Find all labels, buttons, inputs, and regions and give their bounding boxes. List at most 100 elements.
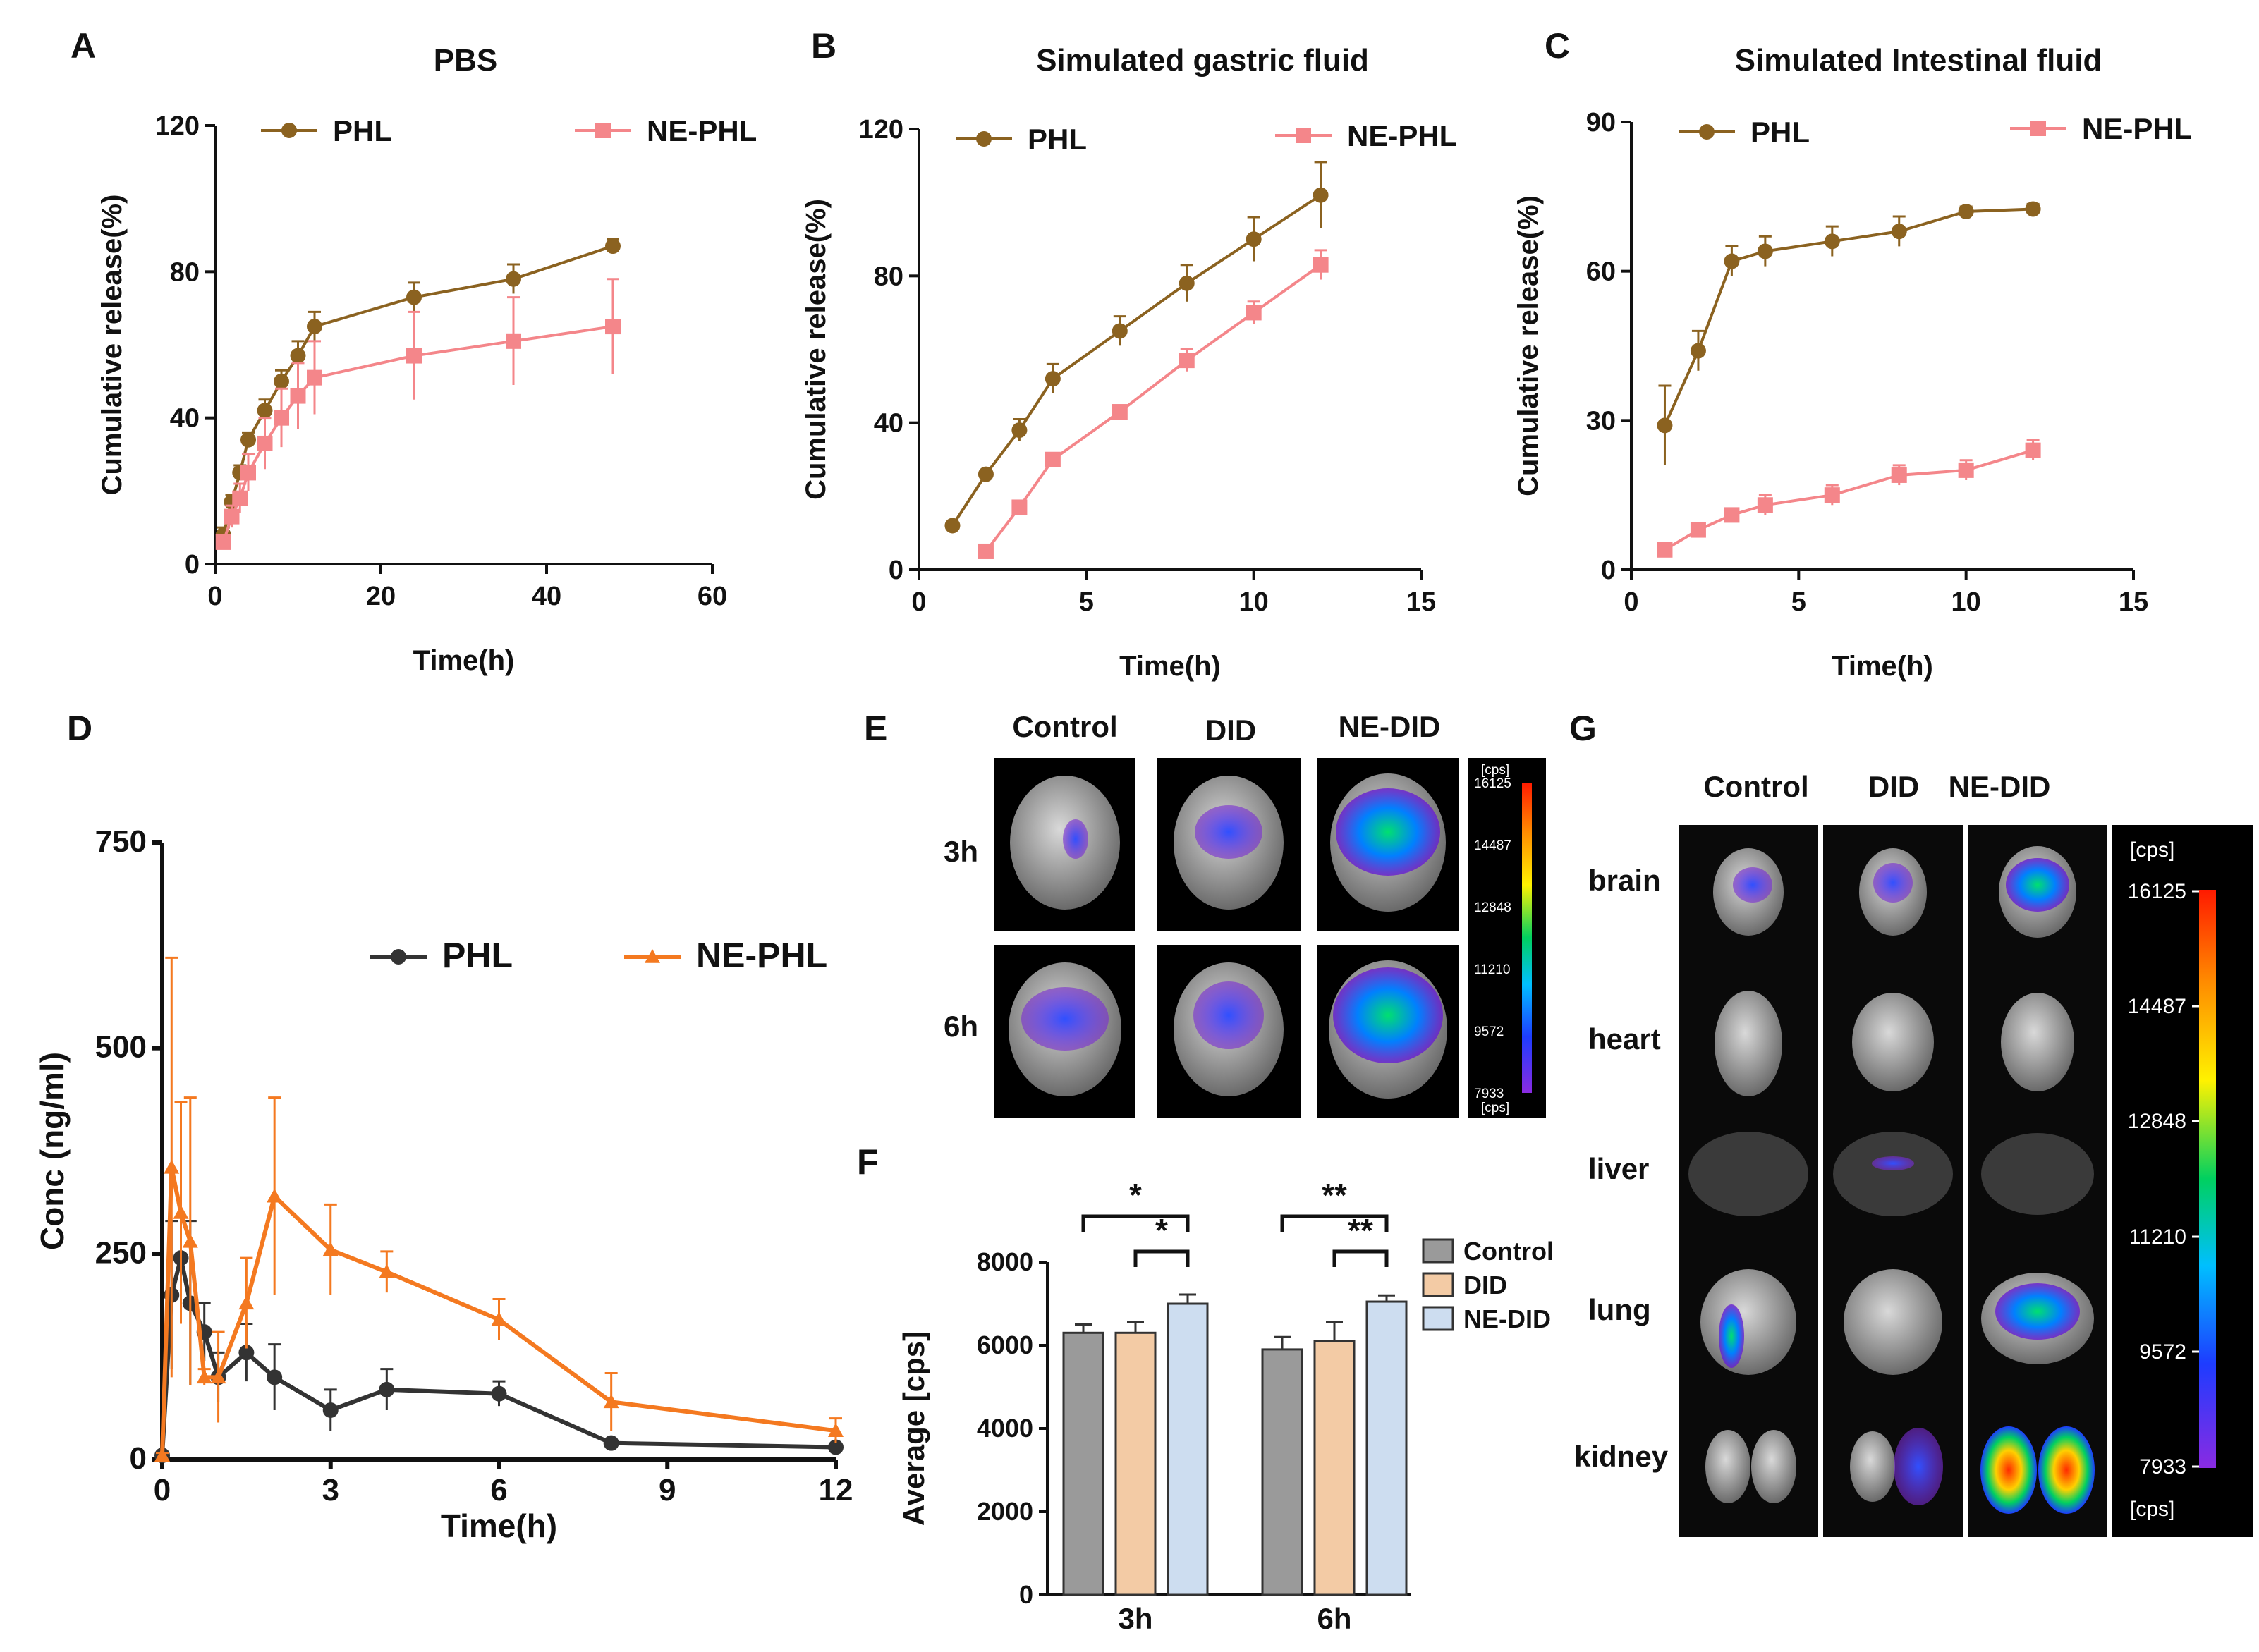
y-tick-label: 0 (130, 1441, 147, 1476)
legend-label-did: DID (1463, 1271, 1507, 1299)
data-point-ne-phl (828, 1423, 844, 1437)
x-tick-label: 10 (1951, 587, 1981, 617)
data-point-phl (1824, 233, 1840, 250)
x-tick-label: 0 (154, 1473, 171, 1507)
e-row-3h: 3h (944, 835, 978, 868)
g-lung-did (1844, 1269, 1942, 1375)
data-point-phl (1757, 243, 1773, 259)
y-tick-label: 0 (185, 550, 200, 580)
bar-control-6h (1261, 1348, 1303, 1596)
data-point-ne-phl (1757, 497, 1773, 513)
g-colorbar-tick: 11210 (2129, 1225, 2186, 1249)
legend-label-ne-phl: NE-PHL (2082, 112, 2192, 145)
x-category-label-6h: 6h (1317, 1602, 1351, 1635)
y-axis-label: Cumulative release(%) (97, 195, 128, 496)
g-kidney-left-control (1705, 1430, 1750, 1503)
data-point-phl (257, 403, 273, 419)
data-point-ne-phl (1045, 451, 1061, 467)
g-liver-did (1833, 1132, 1953, 1216)
g-row-liver: liver (1588, 1152, 1649, 1185)
y-tick-label: 120 (155, 111, 200, 141)
data-point-phl (1657, 417, 1673, 434)
e-colorbar-tick: 7933 (1474, 1087, 1504, 1101)
g-col-control: Control (1703, 770, 1808, 803)
data-point-phl (944, 518, 961, 534)
legend-label-phl: PHL (1028, 123, 1087, 156)
data-point-phl (491, 1385, 507, 1402)
data-point-ne-phl (210, 1369, 226, 1384)
legend-label-ne-did: NE-DID (1463, 1304, 1551, 1333)
significance-bracket (1332, 1249, 1389, 1267)
e-colorbar-gradient (1522, 783, 1532, 1093)
data-point-phl (2025, 201, 2041, 217)
legend-label-phl: PHL (1750, 116, 1810, 149)
data-point-phl (605, 238, 621, 255)
panel-letter-a: A (71, 26, 96, 66)
g-kidney-left-ne-did (1980, 1426, 2037, 1514)
g-heart-control (1715, 991, 1782, 1096)
y-tick-label: 250 (95, 1235, 147, 1270)
g-colorbar-unit-top: [cps] (2130, 838, 2174, 862)
panel-letter-g: G (1569, 709, 1597, 748)
data-point-ne-phl (1011, 499, 1028, 515)
data-point-phl (240, 432, 256, 448)
data-point-ne-phl (164, 1159, 180, 1174)
g-col-ne-did: NE-DID (1949, 770, 2051, 803)
legend-marker-phl (391, 949, 406, 965)
data-point-phl (1891, 224, 1907, 240)
panel-letter-c: C (1545, 26, 1570, 66)
g-heart-ne-did (2001, 993, 2074, 1091)
y-tick-label: 0 (1601, 556, 1616, 585)
legend-marker-ne-phl (595, 123, 611, 138)
data-point-ne-phl (379, 1264, 395, 1278)
data-point-ne-phl (1824, 487, 1840, 503)
data-point-phl (307, 319, 322, 335)
x-axis-label: Time(h) (441, 1507, 557, 1544)
x-tick-label: 5 (1079, 587, 1094, 617)
y-tick-label: 500 (95, 1030, 147, 1065)
legend-label-ne-phl: NE-PHL (647, 114, 757, 147)
data-point-phl (322, 1402, 339, 1418)
data-point-ne-phl (1246, 305, 1262, 321)
data-point-ne-phl (605, 319, 621, 335)
data-point-phl (506, 271, 521, 287)
g-row-brain: brain (1588, 864, 1661, 897)
data-point-ne-phl (322, 1242, 339, 1256)
g-kidney-left-did (1850, 1431, 1895, 1502)
data-point-ne-phl (2025, 442, 2041, 458)
x-tick-label: 0 (911, 587, 926, 617)
data-point-ne-phl (603, 1394, 619, 1409)
x-axis-label: Time(h) (413, 645, 515, 676)
data-point-ne-phl (491, 1311, 507, 1326)
e-colorbar-tick: 11210 (1474, 962, 1510, 977)
y-tick-label: 90 (1586, 108, 1616, 137)
e-col-ne-did: NE-DID (1339, 710, 1441, 743)
series-line-phl (160, 1257, 836, 1456)
bar-did-3h (1114, 1331, 1157, 1596)
x-tick-label: 40 (532, 582, 561, 611)
data-point-ne-phl (232, 490, 248, 506)
y-tick-label: 120 (859, 115, 903, 145)
chart-c-release-intestinal: 0 5 10 15 0 30 60 90 Time(h) Cumulative release(%… (1513, 108, 2192, 682)
data-point-ne-phl (406, 348, 422, 364)
y-tick-label: 40 (874, 409, 903, 439)
y-axis-label: Conc (ng/ml) (34, 1052, 71, 1250)
data-point-ne-phl (978, 543, 994, 559)
data-point-ne-phl (307, 369, 322, 386)
data-point-ne-phl (274, 410, 289, 426)
panel-a-title: PBS (434, 43, 497, 78)
data-point-phl (1724, 253, 1740, 269)
x-tick-label: 20 (366, 582, 396, 611)
y-axis-label: Cumulative release(%) (1513, 195, 1544, 496)
legend-label-ne-phl: NE-PHL (696, 936, 827, 975)
g-row-kidney: kidney (1574, 1440, 1669, 1473)
y-tick-label: 60 (1586, 257, 1616, 287)
e-signal-did-6h (1193, 981, 1264, 1049)
legend-marker-ne-phl (1296, 128, 1311, 143)
data-point-phl (267, 1369, 283, 1385)
g-brain-signal-did (1873, 863, 1913, 903)
e-colorbar-tick: 14487 (1474, 838, 1511, 853)
y-tick-label: 4000 (977, 1414, 1033, 1443)
